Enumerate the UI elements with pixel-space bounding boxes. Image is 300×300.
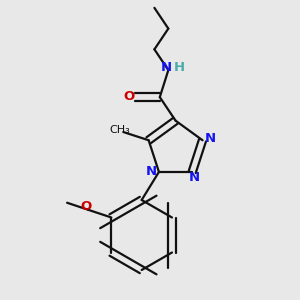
Text: CH₃: CH₃ (109, 125, 130, 135)
Text: N: N (188, 171, 200, 184)
Text: H: H (173, 61, 184, 74)
Text: O: O (80, 200, 92, 213)
Text: N: N (161, 61, 172, 74)
Text: N: N (146, 165, 157, 178)
Text: O: O (124, 90, 135, 103)
Text: N: N (204, 132, 215, 145)
